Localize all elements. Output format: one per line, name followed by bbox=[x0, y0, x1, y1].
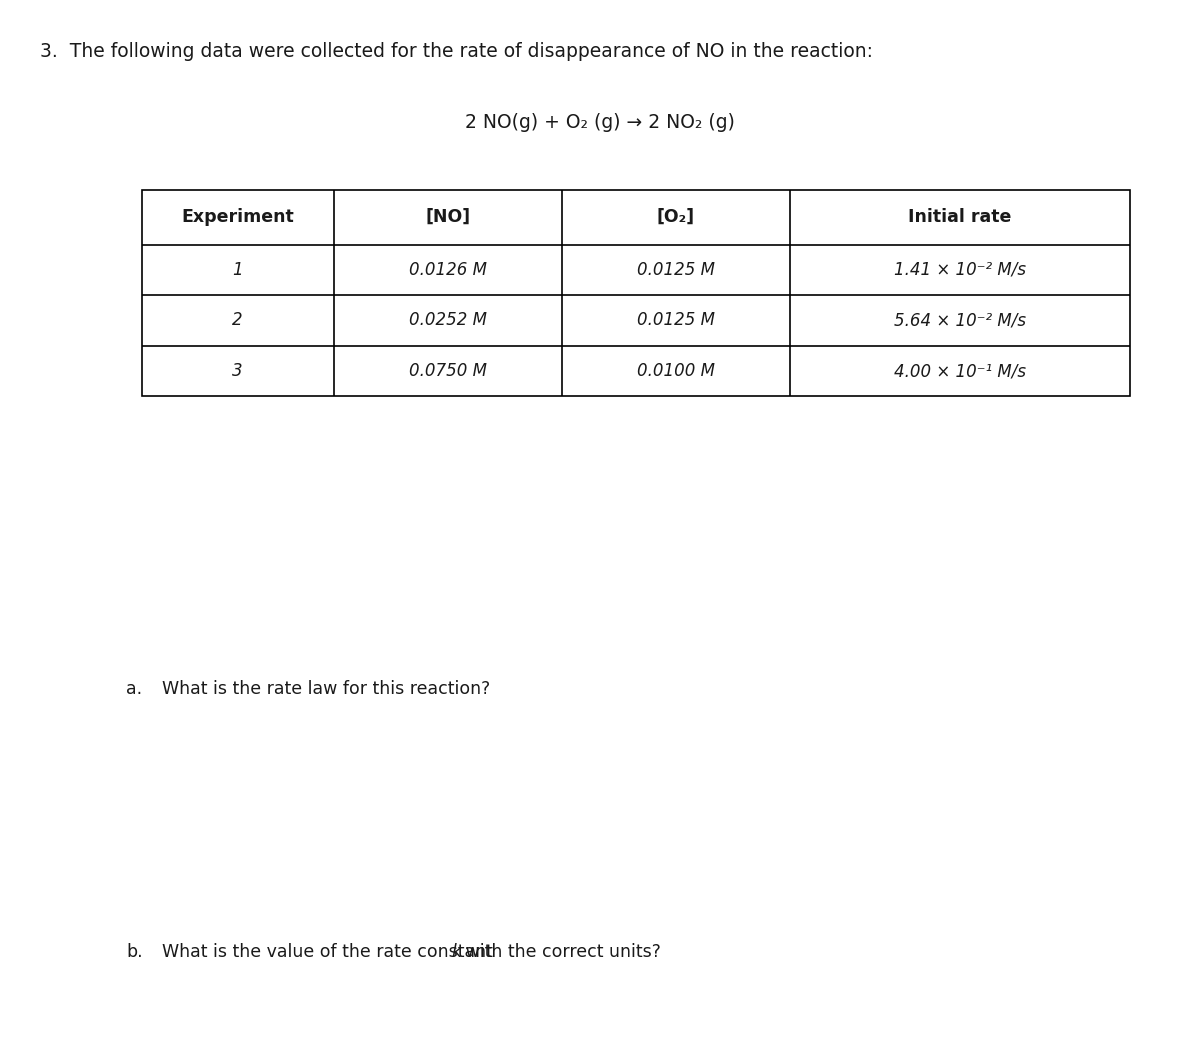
Text: with the correct units?: with the correct units? bbox=[461, 943, 661, 961]
Text: 4.00 × 10⁻¹ M/s: 4.00 × 10⁻¹ M/s bbox=[894, 362, 1026, 380]
Text: 3.  The following data were collected for the rate of disappearance of NO in the: 3. The following data were collected for… bbox=[40, 42, 872, 61]
Text: 0.0125 M: 0.0125 M bbox=[637, 311, 715, 330]
Text: What is the rate law for this reaction?: What is the rate law for this reaction? bbox=[162, 680, 491, 698]
Text: 5.64 × 10⁻² M/s: 5.64 × 10⁻² M/s bbox=[894, 311, 1026, 330]
Text: b.: b. bbox=[126, 943, 143, 961]
Text: Experiment: Experiment bbox=[181, 208, 294, 227]
Text: 3: 3 bbox=[233, 362, 242, 380]
Text: [O₂]: [O₂] bbox=[656, 208, 695, 227]
Text: 0.0125 M: 0.0125 M bbox=[637, 260, 715, 279]
Text: 0.0126 M: 0.0126 M bbox=[408, 260, 487, 279]
Text: 2: 2 bbox=[233, 311, 242, 330]
Text: What is the value of the rate constant: What is the value of the rate constant bbox=[162, 943, 498, 961]
Text: 1: 1 bbox=[233, 260, 242, 279]
Text: 0.0252 M: 0.0252 M bbox=[408, 311, 487, 330]
Text: Initial rate: Initial rate bbox=[908, 208, 1012, 227]
Text: 0.0750 M: 0.0750 M bbox=[408, 362, 487, 380]
Text: k: k bbox=[451, 943, 461, 961]
Text: 1.41 × 10⁻² M/s: 1.41 × 10⁻² M/s bbox=[894, 260, 1026, 279]
Text: 0.0100 M: 0.0100 M bbox=[637, 362, 715, 380]
Text: a.: a. bbox=[126, 680, 142, 698]
Text: [NO]: [NO] bbox=[425, 208, 470, 227]
Text: 2 NO(g) + O₂ (g) → 2 NO₂ (g): 2 NO(g) + O₂ (g) → 2 NO₂ (g) bbox=[466, 113, 734, 132]
